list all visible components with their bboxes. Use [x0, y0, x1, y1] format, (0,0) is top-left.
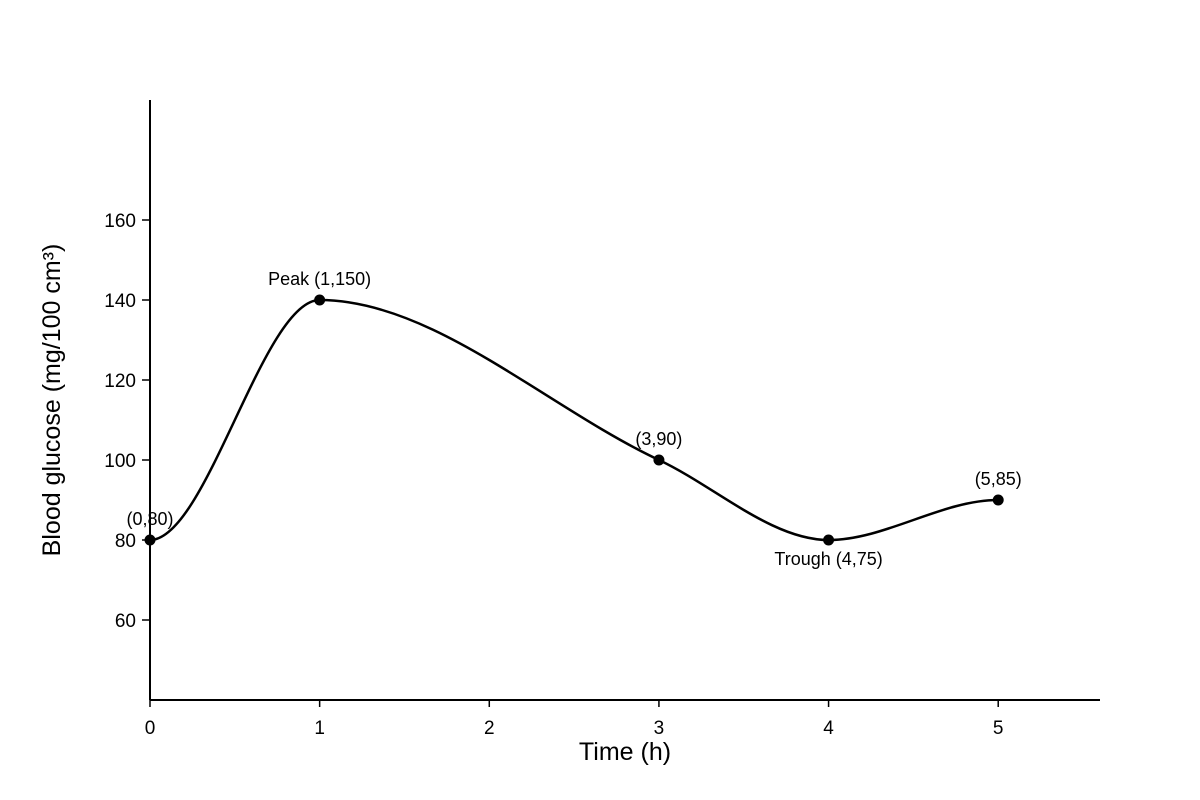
y-ticks: 60 80 100 120 140 160 [104, 211, 150, 632]
y-tick-label: 60 [115, 611, 136, 632]
data-points: (0,80) Peak (1,150) (3,90) Trough (4,75) (5,… [126, 269, 1021, 569]
data-point [653, 454, 665, 466]
y-tick-label: 120 [104, 371, 136, 392]
y-tick-label: 140 [104, 291, 136, 312]
point-label: (3,90) [635, 429, 682, 449]
data-point [314, 294, 326, 306]
point-label: (5,85) [975, 469, 1022, 489]
x-tick-label: 3 [654, 718, 665, 739]
data-point [144, 534, 156, 546]
x-axis-title: Time (h) [579, 738, 671, 766]
y-tick-label: 160 [104, 211, 136, 232]
x-tick-label: 0 [145, 718, 156, 739]
x-tick-label: 5 [993, 718, 1004, 739]
x-ticks: 0 1 2 3 4 5 [145, 700, 1004, 739]
data-point [823, 534, 835, 546]
point-label: Peak (1,150) [268, 269, 371, 289]
x-tick-label: 4 [823, 718, 834, 739]
point-label: (0,80) [126, 509, 173, 529]
point-label: Trough (4,75) [774, 549, 882, 569]
x-tick-label: 2 [484, 718, 495, 739]
x-tick-label: 1 [314, 718, 325, 739]
y-axis-title: Blood glucose (mg/100 cm³) [38, 244, 66, 557]
y-tick-label: 80 [115, 531, 136, 552]
axes [149, 100, 1100, 701]
glucose-curve [149, 298, 999, 542]
y-tick-label: 100 [104, 451, 136, 472]
data-point [992, 494, 1004, 506]
